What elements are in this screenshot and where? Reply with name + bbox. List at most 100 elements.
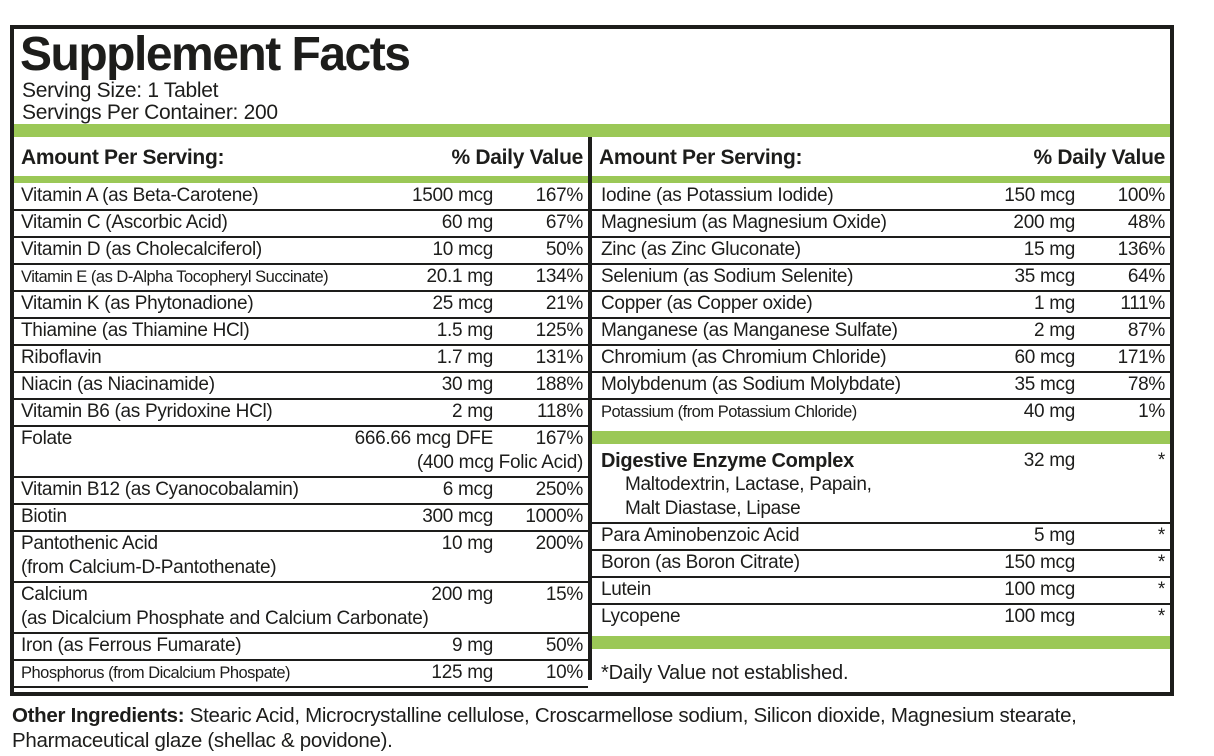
nutrient-name: Vitamin C (Ascorbic Acid) bbox=[21, 212, 228, 233]
table-row: Copper (as Copper oxide) 1 mg 111% bbox=[592, 292, 1170, 319]
nutrient-daily-value: 50% bbox=[545, 635, 583, 656]
nutrient-daily-value: 111% bbox=[1120, 293, 1165, 314]
amount-per-serving-label: Amount Per Serving: bbox=[599, 146, 803, 169]
nutrient-daily-value: 136% bbox=[1117, 239, 1166, 260]
other-ingredients-text: Stearic Acid, Microcrystalline cellulose… bbox=[12, 704, 1077, 752]
nutrient-amount: 10 mcg bbox=[432, 239, 493, 260]
nutrient-name: Molybdenum (as Sodium Molybdate) bbox=[601, 374, 901, 395]
nutrient-name: Calcium bbox=[21, 584, 88, 605]
nutrient-daily-value: 15% bbox=[545, 584, 583, 605]
nutrient-daily-value: 50% bbox=[545, 239, 583, 260]
nutrient-amount: 20.1 mg bbox=[426, 266, 493, 287]
nutrient-column-right: Amount Per Serving: % Daily Value Iodine… bbox=[592, 137, 1170, 684]
nutrient-amount: 30 mg bbox=[441, 374, 494, 395]
nutrient-daily-value: 64% bbox=[1127, 266, 1165, 287]
nutrient-daily-value: 87% bbox=[1127, 320, 1165, 341]
nutrient-name: Manganese (as Manganese Sulfate) bbox=[601, 320, 898, 341]
table-row: Vitamin C (Ascorbic Acid) 60 mg 67% bbox=[14, 211, 588, 238]
nutrient-amount: 60 mcg bbox=[1014, 347, 1075, 368]
nutrient-daily-value: 250% bbox=[535, 479, 584, 500]
table-row: Pantothenic Acid 10 mg 200% (from Calcium-D… bbox=[14, 532, 588, 583]
table-row: Thiamine (as Thiamine HCl) 1.5 mg 125% bbox=[14, 319, 588, 346]
nutrient-amount: 1.5 mg bbox=[436, 320, 494, 341]
nutrient-name: Folate bbox=[21, 428, 73, 449]
nutrient-name: Vitamin E (as D-Alpha Tocopheryl Succina… bbox=[21, 268, 329, 286]
other-ingredients: Other Ingredients: Stearic Acid, Microcr… bbox=[12, 703, 1208, 753]
nutrient-amount: 150 mcg bbox=[1004, 185, 1075, 206]
table-row: Iodine (as Potassium Iodide) 150 mcg 100% bbox=[592, 184, 1170, 211]
nutrient-name: Para Aminobenzoic Acid bbox=[601, 525, 800, 546]
nutrient-amount: 25 mcg bbox=[432, 293, 493, 314]
table-row: Digestive Enzyme Complex 32 mg * Maltodextr… bbox=[592, 449, 1170, 524]
nutrient-table: Amount Per Serving: % Daily Value Vitami… bbox=[14, 137, 1170, 688]
table-row: Folate 666.66 mcg DFE 167% (400 mcg Folic A… bbox=[14, 427, 588, 478]
amount-per-serving-label: Amount Per Serving: bbox=[21, 146, 225, 169]
table-row: Vitamin K (as Phytonadione) 25 mcg 21% bbox=[14, 292, 588, 319]
nutrient-daily-value: 200% bbox=[535, 533, 584, 554]
nutrient-amount: 200 mg bbox=[431, 584, 493, 605]
column-divider bbox=[588, 137, 592, 680]
nutrient-daily-value: 1% bbox=[1138, 401, 1165, 422]
nutrient-amount: 1500 mcg bbox=[411, 185, 493, 206]
table-row: Phosphorus (from Dicalcium Phospate) 125 … bbox=[14, 661, 588, 688]
panel-title: Supplement Facts bbox=[20, 28, 411, 81]
daily-value-label: % Daily Value bbox=[1033, 146, 1165, 169]
column-header-right: Amount Per Serving: % Daily Value bbox=[592, 137, 1170, 176]
nutrient-amount: 666.66 mcg DFE bbox=[354, 428, 494, 449]
nutrient-name: Vitamin A (as Beta-Carotene) bbox=[21, 185, 259, 206]
nutrient-amount: 35 mcg bbox=[1014, 374, 1075, 395]
nutrient-name: Iron (as Ferrous Fumarate) bbox=[21, 635, 242, 656]
nutrient-daily-value: * bbox=[1157, 525, 1165, 546]
nutrient-subtext: (as Dicalcium Phosphate and Calcium Carb… bbox=[21, 608, 429, 629]
table-row: Selenium (as Sodium Selenite) 35 mcg 64% bbox=[592, 265, 1170, 292]
serving-size: Serving Size: 1 Tablet bbox=[22, 79, 219, 102]
nutrient-daily-value: 188% bbox=[535, 374, 584, 395]
nutrient-amount: 15 mg bbox=[1023, 239, 1076, 260]
nutrient-amount: 200 mg bbox=[1013, 212, 1075, 233]
nutrient-daily-value: 100% bbox=[1117, 185, 1166, 206]
nutrient-name: Vitamin K (as Phytonadione) bbox=[21, 293, 254, 314]
nutrient-name: Niacin (as Niacinamide) bbox=[21, 374, 215, 395]
nutrient-name: Lutein bbox=[601, 579, 651, 600]
table-row: Vitamin A (as Beta-Carotene) 1500 mcg 167% bbox=[14, 184, 588, 211]
nutrient-subtext: Maltodextrin, Lactase, Papain, bbox=[625, 474, 872, 495]
nutrient-name: Digestive Enzyme Complex bbox=[601, 450, 854, 472]
table-row: Zinc (as Zinc Gluconate) 15 mg 136% bbox=[592, 238, 1170, 265]
nutrient-amount: 2 mg bbox=[451, 401, 493, 422]
nutrient-amount: 35 mcg bbox=[1014, 266, 1075, 287]
nutrient-daily-value: 167% bbox=[535, 428, 584, 449]
nutrient-amount: 9 mg bbox=[451, 635, 493, 656]
nutrient-amount: 32 mg bbox=[1023, 450, 1076, 471]
table-row: Biotin 300 mcg 1000% bbox=[14, 505, 588, 532]
nutrient-daily-value: 21% bbox=[545, 293, 583, 314]
nutrient-name: Chromium (as Chromium Chloride) bbox=[601, 347, 887, 368]
nutrient-rows-left: Vitamin A (as Beta-Carotene) 1500 mcg 167%… bbox=[14, 183, 588, 688]
nutrient-daily-value: 10% bbox=[545, 662, 583, 683]
table-row: Calcium 200 mg 15% (as Dicalcium Phosphate … bbox=[14, 583, 588, 634]
nutrient-daily-value: 125% bbox=[535, 320, 584, 341]
nutrient-name: Vitamin D (as Cholecalciferol) bbox=[21, 239, 262, 260]
nutrient-column-left: Amount Per Serving: % Daily Value Vitami… bbox=[14, 137, 588, 688]
nutrient-daily-value: * bbox=[1157, 450, 1165, 471]
nutrient-daily-value: 167% bbox=[535, 185, 584, 206]
nutrient-amount: 100 mcg bbox=[1004, 606, 1075, 627]
nutrient-name: Selenium (as Sodium Selenite) bbox=[601, 266, 854, 287]
servings-per-container: Servings Per Container: 200 bbox=[22, 101, 278, 124]
table-row: Magnesium (as Magnesium Oxide) 200 mg 48% bbox=[592, 211, 1170, 238]
nutrient-amount: 100 mcg bbox=[1004, 579, 1075, 600]
nutrient-name: Phosphorus (from Dicalcium Phospate) bbox=[21, 664, 291, 682]
table-row: Iron (as Ferrous Fumarate) 9 mg 50% bbox=[14, 634, 588, 661]
nutrient-amount: 10 mg bbox=[441, 533, 494, 554]
nutrient-amount: 6 mcg bbox=[442, 479, 494, 500]
other-ingredients-label: Other Ingredients: bbox=[12, 704, 185, 727]
green-section-divider bbox=[592, 636, 1170, 649]
green-subheader-bar bbox=[592, 176, 1170, 183]
table-row: Vitamin E (as D-Alpha Tocopheryl Succina… bbox=[14, 265, 588, 292]
nutrient-daily-value: 131% bbox=[535, 347, 584, 368]
nutrient-amount: 150 mcg bbox=[1004, 552, 1075, 573]
green-divider-bar-top bbox=[14, 124, 1170, 137]
table-row: Para Aminobenzoic Acid 5 mg * bbox=[592, 524, 1170, 551]
daily-value-footnote: *Daily Value not established. bbox=[601, 662, 849, 684]
nutrient-rows-right: Iodine (as Potassium Iodide) 150 mcg 100% M… bbox=[592, 183, 1170, 685]
nutrient-name: Vitamin B12 (as Cyanocobalamin) bbox=[21, 479, 299, 500]
